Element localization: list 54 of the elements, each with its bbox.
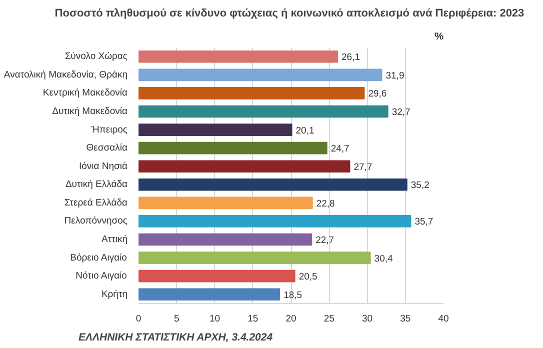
y-tick-label: Θεσσαλία bbox=[86, 142, 128, 154]
data-label: 29,6 bbox=[368, 88, 387, 100]
bar bbox=[138, 124, 292, 136]
data-label: 31,9 bbox=[386, 70, 404, 82]
y-tick-label: Στερεά Ελλάδα bbox=[64, 197, 128, 208]
x-tick-label: 25 bbox=[324, 314, 334, 324]
data-label: 22,8 bbox=[316, 198, 335, 210]
y-tick-label: Δυτική Ελλάδα bbox=[65, 179, 128, 190]
y-tick-label: Αττική bbox=[102, 234, 128, 245]
y-tick-label: Πελοπόννησος bbox=[64, 216, 128, 227]
bar bbox=[138, 50, 338, 63]
x-tick-label: 5 bbox=[174, 314, 180, 324]
y-tick-label: Ήπειρος bbox=[90, 124, 128, 136]
data-label: 20,1 bbox=[296, 125, 314, 136]
data-label: 35,2 bbox=[410, 180, 430, 192]
data-label: 30,4 bbox=[374, 253, 393, 264]
bar bbox=[138, 87, 365, 100]
y-tick-label: Βόρειο Αιγαίο bbox=[70, 252, 127, 264]
bar bbox=[138, 105, 388, 118]
bar bbox=[138, 178, 408, 191]
x-tick-label: 20 bbox=[286, 314, 296, 324]
y-tick-label: Δυτική Μακεδονία bbox=[52, 106, 128, 117]
y-tick-label: Κρήτη bbox=[101, 288, 128, 300]
bar bbox=[138, 142, 328, 154]
data-label: 32,7 bbox=[392, 107, 410, 118]
x-tick-label: 15 bbox=[248, 314, 258, 324]
data-label: 24,7 bbox=[330, 144, 350, 155]
data-label: 18,5 bbox=[284, 290, 302, 301]
x-axis-title: % bbox=[434, 32, 444, 42]
data-label: 20,5 bbox=[298, 272, 318, 283]
data-label: 26,1 bbox=[342, 52, 360, 64]
data-label: 35,7 bbox=[414, 216, 434, 228]
bar bbox=[138, 160, 350, 173]
data-label: 22,7 bbox=[316, 235, 334, 246]
y-tick-label: Νότιο Αιγαίο bbox=[76, 270, 127, 282]
bar bbox=[138, 270, 296, 282]
x-tick-label: 0 bbox=[136, 314, 142, 324]
chart-title: Ποσοστό πληθυσμού σε κίνδυνο φτώχειας ή κοινωνικό αποκλεισμό ανά Περιφέρεια: 2023 bbox=[54, 8, 524, 20]
y-tick-label: Κεντρική Μακεδονία bbox=[42, 88, 128, 99]
bar bbox=[138, 233, 312, 246]
data-label: 27,7 bbox=[354, 162, 372, 173]
bar bbox=[138, 252, 371, 264]
y-tick-label: Ιόνια Νησιά bbox=[78, 160, 128, 172]
x-tick-label: 35 bbox=[400, 314, 411, 324]
bar bbox=[138, 196, 313, 210]
text: ΕΛΛΗΝΙΚΗ ΣΤΑΤΙΣΤΙΚΗ ΑΡΧΗ, 3.4.2024 bbox=[78, 332, 273, 344]
y-tick-label: Σύνολο Χώρας bbox=[64, 51, 128, 62]
bar bbox=[138, 288, 280, 301]
bar bbox=[138, 215, 412, 228]
x-tick-label: 40 bbox=[438, 314, 449, 324]
bar bbox=[138, 68, 382, 82]
x-tick-label: 10 bbox=[209, 314, 220, 324]
y-tick-label: Ανατολική Μακεδονία, Θράκη bbox=[4, 69, 128, 80]
x-tick-label: 30 bbox=[362, 314, 373, 324]
